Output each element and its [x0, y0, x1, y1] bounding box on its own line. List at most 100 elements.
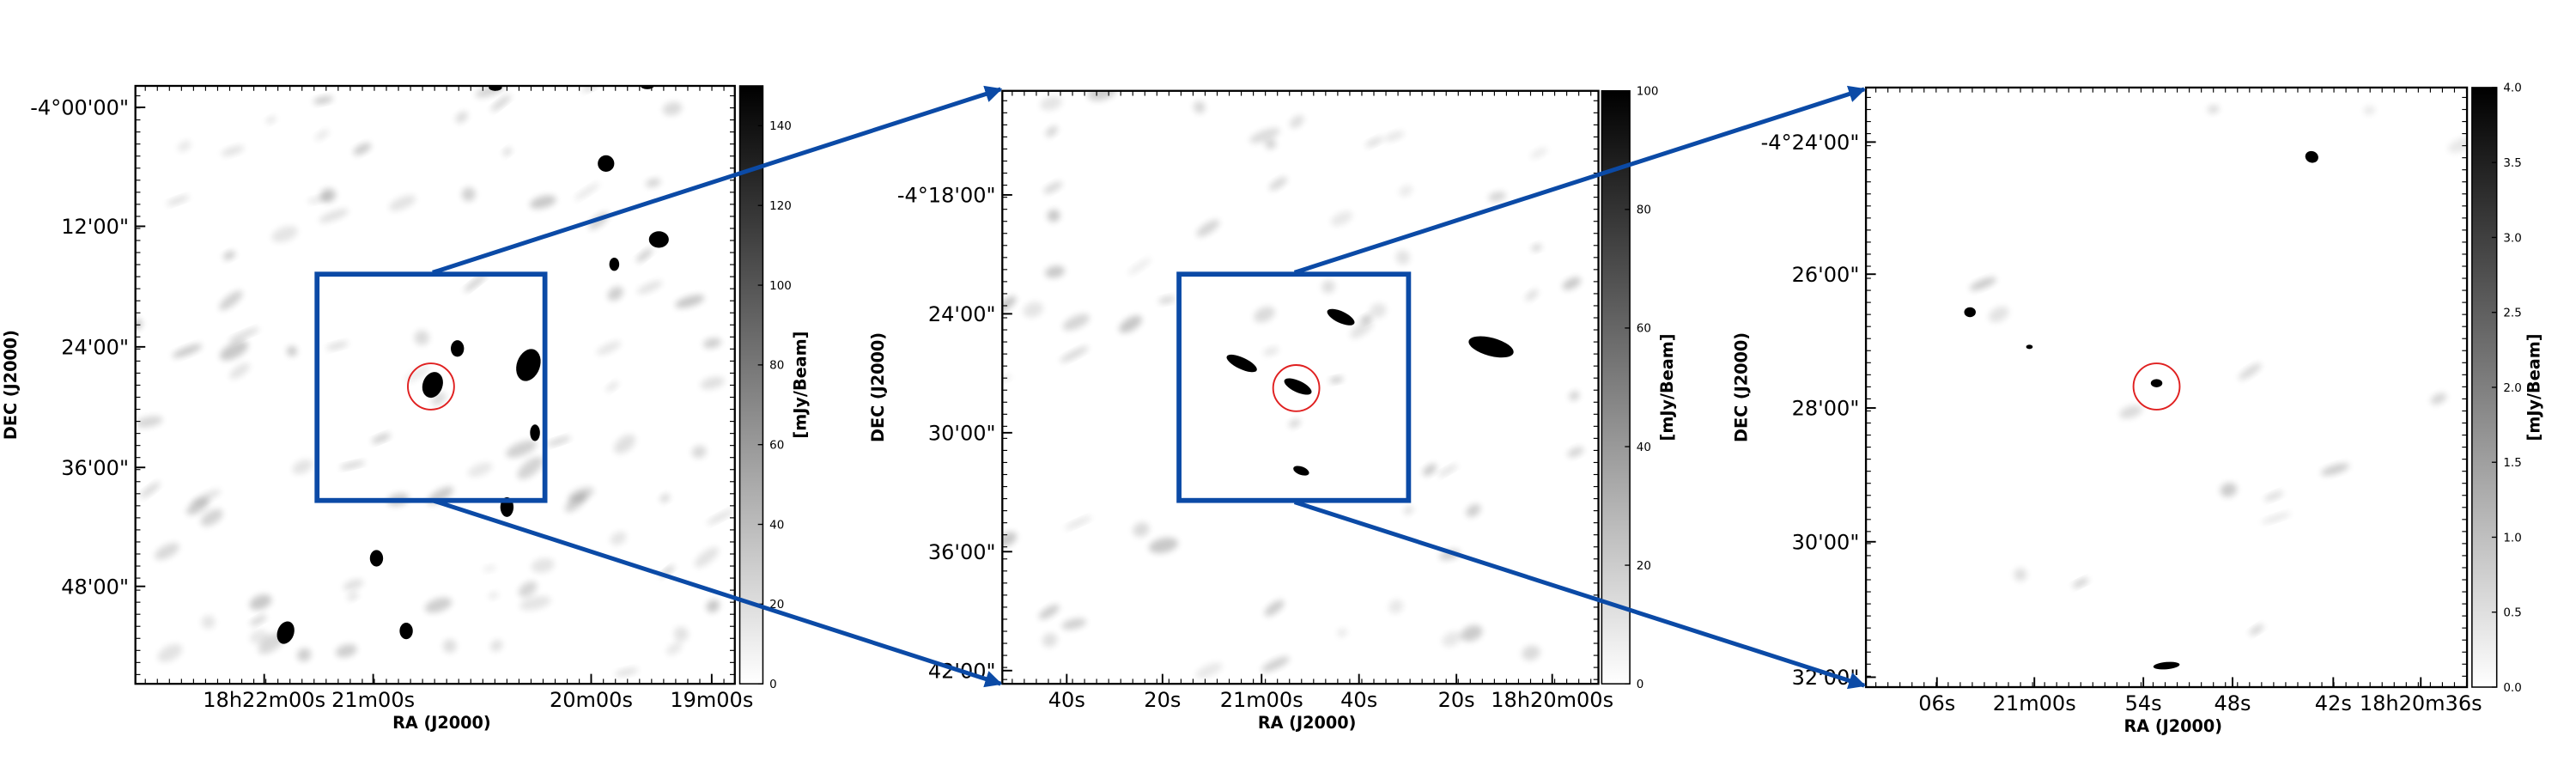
- faint-emission: [1119, 315, 1142, 333]
- target-circle: [2132, 362, 2181, 411]
- faint-emission: [1264, 600, 1285, 617]
- faint-emission: [186, 498, 210, 515]
- source: [422, 372, 443, 399]
- y-axis-label: DEC (J2000): [868, 332, 888, 442]
- faint-emission: [2220, 483, 2238, 497]
- source: [1226, 354, 1257, 373]
- colorbar-tick-label: 3.0: [2503, 232, 2521, 245]
- faint-emission: [675, 295, 705, 308]
- y-tick-label: 36'00": [61, 456, 129, 480]
- y-tick-label: -4°18'00": [897, 184, 996, 208]
- colorbar-label: [mJy/Beam]: [790, 332, 810, 439]
- faint-emission: [2263, 491, 2284, 502]
- faint-emission: [442, 639, 457, 654]
- y-tick-label: 24'00": [61, 336, 129, 360]
- faint-emission: [1423, 464, 1437, 476]
- x-tick-label: 19m00s: [670, 688, 753, 712]
- colorbar-tick-label: 1.0: [2503, 532, 2521, 545]
- faint-emission: [1263, 347, 1279, 356]
- faint-emission: [249, 594, 272, 611]
- faint-emission: [2072, 578, 2089, 588]
- source: [530, 424, 540, 441]
- faint-emission: [596, 341, 622, 356]
- faint-emission: [506, 440, 538, 458]
- zoom-box: [1176, 271, 1412, 503]
- faint-emission: [296, 648, 312, 662]
- faint-emission: [1045, 125, 1058, 137]
- x-tick-label: 20s: [1144, 688, 1181, 712]
- source: [1327, 308, 1355, 326]
- faint-emission: [488, 592, 499, 600]
- faint-emission: [673, 626, 689, 642]
- faint-emission: [389, 195, 416, 211]
- faint-emission: [1047, 209, 1060, 222]
- faint-emission: [135, 319, 143, 330]
- faint-emission: [1383, 131, 1405, 142]
- faint-emission: [706, 600, 720, 612]
- x-tick-label: 54s: [2125, 691, 2162, 715]
- faint-emission: [2249, 624, 2264, 636]
- faint-emission: [646, 178, 661, 187]
- faint-emission: [2430, 393, 2447, 405]
- faint-emission: [219, 290, 243, 311]
- faint-emission: [220, 340, 249, 361]
- faint-emission: [347, 592, 359, 601]
- colorbar-tick-label: 60: [1637, 323, 1651, 336]
- faint-emission: [1196, 219, 1220, 237]
- faint-emission: [1531, 244, 1542, 252]
- source: [516, 349, 541, 381]
- faint-emission: [605, 381, 619, 393]
- faint-emission: [702, 338, 722, 349]
- colorbar-tick-label: 20: [1637, 560, 1651, 573]
- x-tick-label: 48s: [2214, 691, 2251, 715]
- faint-emission: [1330, 211, 1353, 226]
- faint-emission: [614, 435, 635, 454]
- faint-emission: [1530, 147, 1548, 159]
- faint-emission: [1087, 90, 1117, 101]
- faint-emission: [201, 615, 216, 630]
- faint-emission: [464, 274, 487, 292]
- faint-emission: [1261, 656, 1290, 673]
- faint-emission: [200, 508, 223, 526]
- faint-emission: [1062, 313, 1090, 331]
- faint-emission: [404, 365, 430, 383]
- faint-emission: [467, 462, 493, 478]
- y-tick-label: 30'00": [928, 422, 996, 446]
- colorbar-tick-label: 0: [1637, 679, 1644, 691]
- x-tick-label: 20s: [1438, 688, 1475, 712]
- y-tick-label: -4°00'00": [30, 96, 129, 120]
- faint-emission: [1194, 100, 1206, 113]
- colorbar-tick-label: 100: [769, 280, 792, 293]
- faint-emission: [1045, 265, 1066, 278]
- faint-emission: [662, 101, 683, 116]
- panel: 18h22m00s 21m00s 20m00s 19m00s -4°00'00" 12'0…: [1, 84, 810, 733]
- x-tick-label: 21m00s: [331, 688, 415, 712]
- colorbar-tick-label: 140: [769, 120, 792, 133]
- faint-emission: [1522, 645, 1540, 660]
- faint-emission: [1329, 376, 1344, 383]
- image-content: [135, 86, 735, 677]
- y-tick-label: 48'00": [61, 575, 129, 599]
- faint-emission: [222, 251, 235, 260]
- faint-emission: [1562, 277, 1582, 290]
- faint-emission: [166, 195, 190, 206]
- source: [1293, 466, 1309, 476]
- target-circle: [407, 362, 455, 411]
- colorbar-tick-label: 4.0: [2503, 82, 2521, 95]
- faint-emission: [461, 187, 476, 202]
- colorbar-tick-label: 40: [1637, 441, 1651, 454]
- faint-emission: [221, 145, 245, 156]
- source: [369, 550, 384, 567]
- faint-emission: [2363, 106, 2375, 115]
- zoom-box: [314, 271, 548, 503]
- colorbar-tick-label: 60: [769, 440, 784, 453]
- images: 18h22m00s 21m00s 20m00s 19m00s-4°00'00"12'0…: [1, 82, 2543, 736]
- faint-emission: [517, 456, 544, 479]
- source: [2026, 344, 2033, 350]
- y-tick-label: 24'00": [928, 302, 996, 326]
- y-tick-label: 26'00": [1792, 263, 1860, 287]
- y-tick-label: 28'00": [1792, 397, 1860, 421]
- faint-emission: [1064, 516, 1092, 530]
- faint-emission: [1370, 303, 1387, 319]
